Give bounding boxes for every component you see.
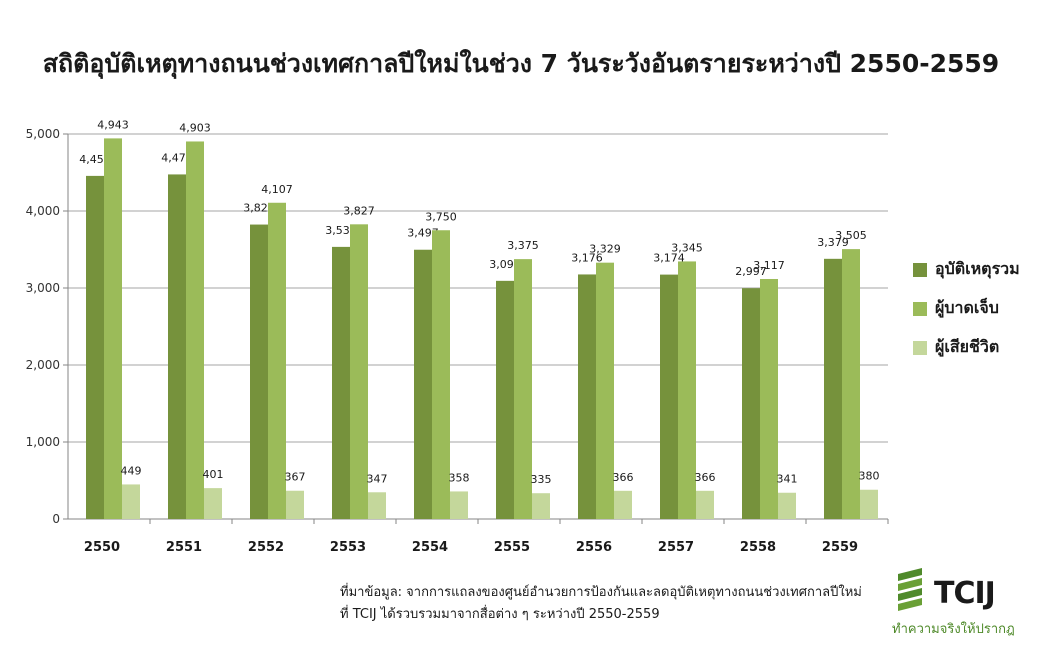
bar <box>432 230 450 519</box>
data-label: 366 <box>613 471 634 484</box>
tcij-logo-mark-icon <box>898 568 922 611</box>
bar <box>760 278 778 519</box>
bar <box>596 262 614 519</box>
legend-item-deaths: ผู้เสียชีวิต <box>913 328 1020 367</box>
data-label: 3,379 <box>817 236 849 249</box>
data-label: 3,093 <box>489 258 521 271</box>
data-label: 4,903 <box>179 121 211 134</box>
data-label: 3,824 <box>243 202 275 215</box>
legend-swatch <box>913 301 927 316</box>
x-tick-label: 2554 <box>412 540 448 555</box>
bar <box>696 490 714 519</box>
data-label: 3,329 <box>589 243 621 256</box>
data-label: 367 <box>285 471 306 484</box>
y-tick-label: 1,000 <box>26 435 60 449</box>
data-label: 3,505 <box>835 229 867 242</box>
x-tick-label: 2552 <box>248 540 284 555</box>
legend-label: ผู้บาดเจ็บ <box>935 298 999 317</box>
data-label: 4,475 <box>161 151 193 164</box>
bar <box>86 175 104 519</box>
x-tick-label: 2557 <box>658 540 694 555</box>
x-tick-label: 2555 <box>494 540 530 555</box>
bar <box>824 258 842 519</box>
legend-swatch <box>913 340 927 355</box>
data-label: 366 <box>695 471 716 484</box>
logo-tagline: ทำความจริงให้ปรากฎ <box>892 622 1015 637</box>
bar <box>414 249 432 519</box>
data-label: 2,997 <box>735 265 767 278</box>
legend-item-total-accidents: อุบัติเหตุรวม <box>913 250 1020 289</box>
bar <box>742 288 760 519</box>
data-label: 3,827 <box>343 204 375 217</box>
y-tick-label: 5,000 <box>26 127 60 141</box>
data-label: 3,345 <box>671 241 703 254</box>
bar <box>250 224 268 519</box>
bar <box>368 492 386 519</box>
x-tick-label: 2550 <box>84 540 120 555</box>
data-label: 4,943 <box>97 118 129 131</box>
bar <box>678 261 696 519</box>
data-label: 3,497 <box>407 227 439 240</box>
y-tick-label: 0 <box>52 512 60 526</box>
data-label: 3,174 <box>653 252 685 265</box>
bar <box>332 246 350 519</box>
bar <box>496 280 514 519</box>
x-tick-label: 2556 <box>576 540 612 555</box>
data-label: 449 <box>121 464 142 477</box>
bar <box>168 174 186 520</box>
legend-label: ผู้เสียชีวิต <box>935 337 1000 356</box>
data-label: 380 <box>859 470 880 483</box>
data-label: 347 <box>367 472 388 485</box>
bar <box>660 274 678 519</box>
data-label: 401 <box>203 468 224 481</box>
bar <box>268 202 286 520</box>
source-line-1: ที่มาข้อมูล: จากการแถลงของศูนย์อำนวยการป… <box>340 585 862 600</box>
y-tick-label: 4,000 <box>26 204 60 218</box>
bar <box>286 490 304 519</box>
data-label: 3,750 <box>425 210 457 223</box>
data-label: 358 <box>449 471 470 484</box>
data-label: 335 <box>531 473 552 486</box>
data-label: 3,534 <box>325 224 357 237</box>
bar <box>778 492 796 519</box>
x-tick-label: 2558 <box>740 540 776 555</box>
bar <box>122 484 140 519</box>
bar <box>450 491 468 519</box>
source-note: ที่มาข้อมูล: จากการแถลงของศูนย์อำนวยการป… <box>340 582 862 626</box>
data-label: 341 <box>777 473 798 486</box>
y-tick-label: 3,000 <box>26 281 60 295</box>
legend-swatch <box>913 262 927 277</box>
bar <box>186 141 204 519</box>
bar <box>532 493 550 519</box>
bar <box>614 490 632 519</box>
x-tick-label: 2551 <box>166 540 202 555</box>
source-line-2: ที่ TCIJ ได้รวบรวมมาจากสื่อต่าง ๆ ระหว่า… <box>340 607 660 622</box>
data-label: 3,375 <box>507 239 539 252</box>
bar <box>578 274 596 519</box>
tcij-logo: TCIJ ทำความจริงให้ปรากฎ <box>892 562 1032 642</box>
data-label: 3,117 <box>753 259 785 272</box>
y-tick-label: 2,000 <box>26 358 60 372</box>
bar <box>204 488 222 519</box>
chart-title: สถิติอุบัติเหตุทางถนนช่วงเทศกาลปีใหม่ในช… <box>42 49 1000 78</box>
x-tick-label: 2559 <box>822 540 858 555</box>
logo-wordmark: TCIJ <box>934 576 996 611</box>
bar <box>860 489 878 519</box>
chart-legend: อุบัติเหตุรวม ผู้บาดเจ็บ ผู้เสียชีวิต <box>913 250 1020 367</box>
data-label: 4,107 <box>261 183 293 196</box>
legend-item-injured: ผู้บาดเจ็บ <box>913 289 1020 328</box>
bar <box>350 224 368 520</box>
x-tick-label: 2553 <box>330 540 366 555</box>
data-label: 4,456 <box>79 153 111 166</box>
bar <box>104 138 122 519</box>
bar <box>514 259 532 519</box>
bar <box>842 249 860 520</box>
data-label: 3,176 <box>571 251 603 264</box>
legend-label: อุบัติเหตุรวม <box>935 259 1020 278</box>
